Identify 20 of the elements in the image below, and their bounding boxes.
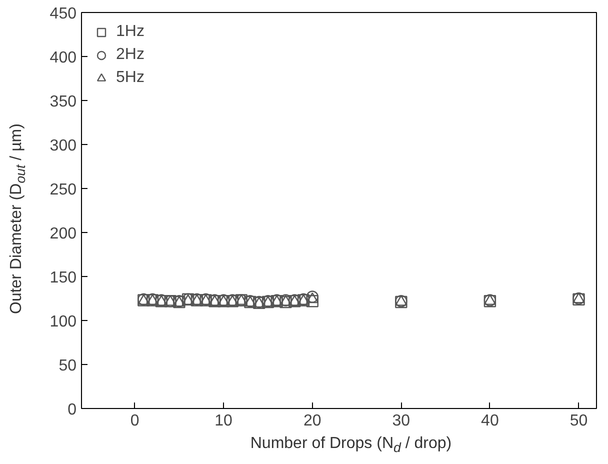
y-tick-label: 100 [50, 314, 77, 330]
y-tick-label: 50 [58, 358, 77, 374]
y-tick-label: 200 [50, 226, 77, 242]
legend-label: 2Hz [116, 46, 144, 64]
y-tick-label: 400 [50, 50, 77, 66]
x-axis-title: Number of Drops (N$_{d}$ / drop) [250, 434, 452, 458]
legend-label: 1Hz [116, 23, 144, 41]
x-tick-label: 40 [481, 412, 499, 430]
y-tick-label: 250 [50, 182, 77, 198]
x-tick-label: 50 [570, 412, 588, 430]
y-tick-label: 450 [50, 6, 77, 22]
x-tick-label: 20 [303, 412, 322, 430]
x-tick-label: 30 [392, 412, 410, 430]
y-tick-label: 150 [50, 270, 77, 286]
y-tick-label: 0 [68, 402, 77, 418]
legend-label: 5Hz [116, 69, 144, 87]
x-tick-label: 10 [214, 412, 233, 430]
y-tick-label: 350 [50, 94, 77, 110]
x-tick-label: 0 [130, 412, 140, 430]
y-tick-label: 300 [50, 138, 77, 154]
